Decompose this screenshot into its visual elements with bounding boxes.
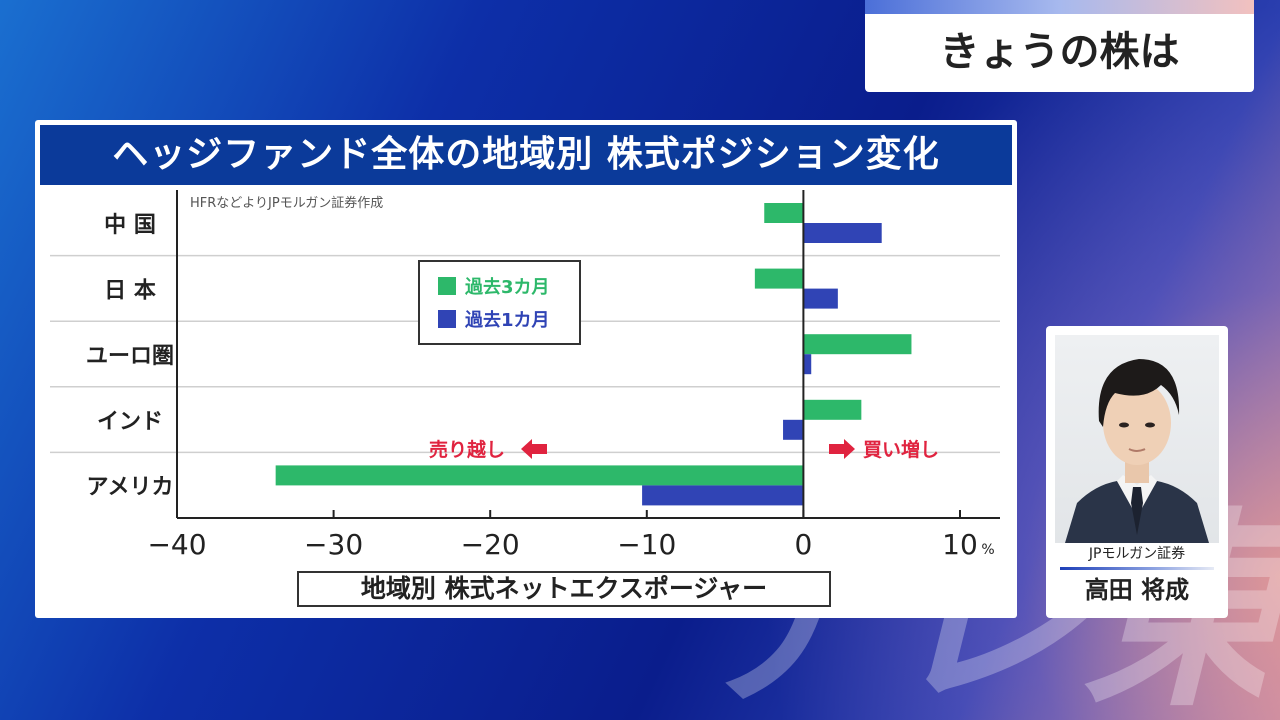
badge-strip: [865, 0, 1254, 14]
x-axis-label: 地域別 株式ネットエクスポージャー: [297, 571, 831, 607]
analyst-name: 高田 将成: [1084, 576, 1190, 604]
category-label: ユーロ圏: [86, 344, 174, 369]
bar-past3: [803, 334, 912, 355]
analyst-photo: [1055, 335, 1219, 543]
x-tick-label: −10: [617, 528, 676, 561]
chart-card: HFRなどよりJPモルガン証券作成中 国日 本ユーロ圏インドアメリカ −40 −30…: [35, 120, 1017, 618]
x-tick-label: −40: [147, 528, 206, 561]
bar-past1: [803, 223, 882, 243]
x-tick-label: 10: [942, 528, 978, 561]
legend-swatch: [438, 310, 456, 328]
buy-annotation: 買い増し: [863, 438, 939, 461]
legend-box: [418, 260, 581, 345]
bar-past1: [803, 288, 838, 309]
chart-title: ヘッジファンド全体の地域別 株式ポジション変化: [40, 125, 1012, 185]
x-tick-label: −30: [304, 528, 363, 561]
bar-past3: [803, 399, 862, 420]
bar-past3: [754, 268, 804, 289]
segment-title: きょうの株は: [939, 29, 1180, 75]
category-label: 中 国: [104, 213, 156, 238]
category-label: インド: [97, 410, 163, 435]
bar-past1: [803, 354, 812, 375]
analyst-card: JPモルガン証券 高田 将成: [1046, 326, 1228, 618]
person-icon: [1065, 359, 1209, 543]
segment-badge: きょうの株は: [865, 0, 1254, 92]
bar-past3: [764, 203, 804, 223]
x-unit-label: %: [981, 542, 994, 558]
legend-swatch: [438, 277, 456, 295]
bar-past3: [275, 465, 804, 486]
left-arrow-icon: [521, 439, 547, 459]
sell-annotation: 売り越し: [429, 438, 505, 461]
name-divider: [1060, 567, 1214, 570]
bar-past1: [783, 419, 804, 440]
source-note: HFRなどよりJPモルガン証券作成: [190, 195, 383, 211]
x-tick-label: −20: [461, 528, 520, 561]
bar-past1: [642, 485, 804, 506]
category-label: 日 本: [104, 278, 156, 303]
analyst-company: JPモルガン証券: [1088, 546, 1186, 562]
legend-label: 過去3カ月: [465, 276, 550, 298]
legend-label: 過去1カ月: [465, 309, 550, 331]
category-label: アメリカ: [87, 475, 174, 500]
x-tick-label: 0: [794, 528, 812, 561]
right-arrow-icon: [829, 439, 855, 459]
